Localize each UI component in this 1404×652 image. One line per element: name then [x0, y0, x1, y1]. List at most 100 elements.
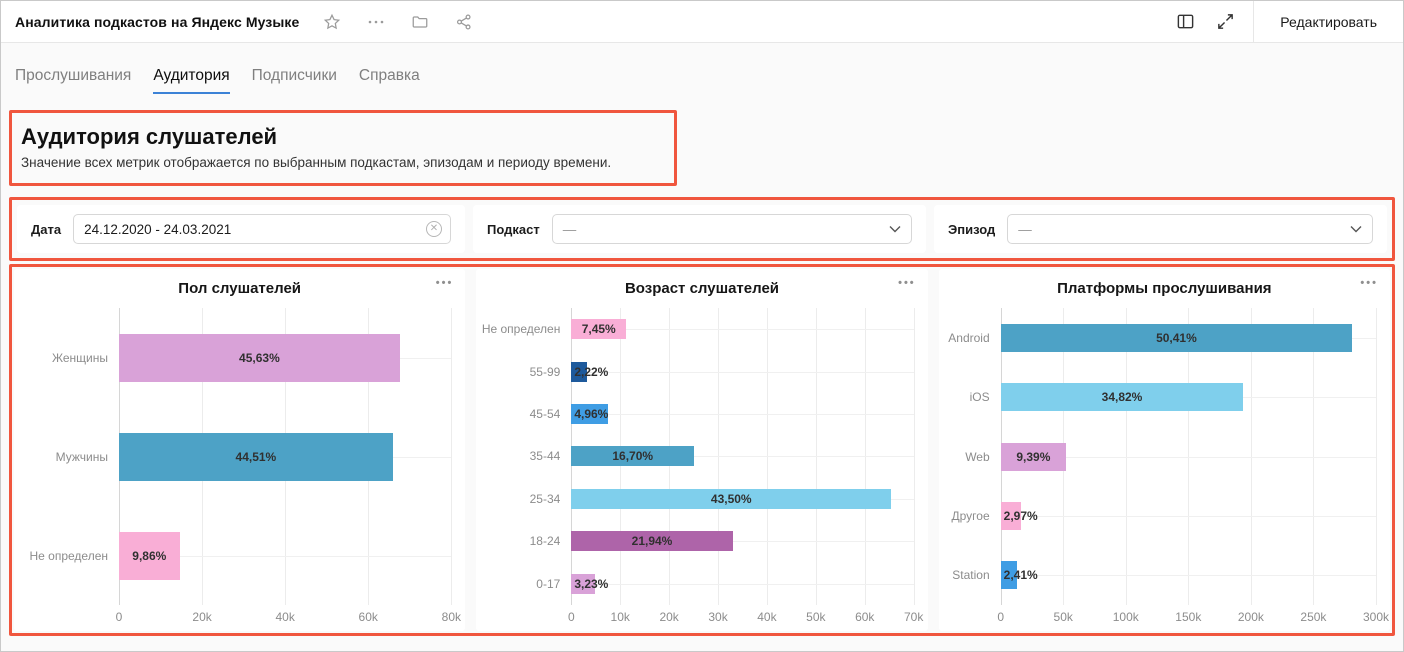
x-axis-tick: 50k — [1053, 610, 1073, 624]
bar[interactable]: 9,39% — [1000, 442, 1067, 471]
bar-row: Женщины 45,63% — [14, 308, 452, 407]
folder-icon[interactable] — [409, 11, 431, 33]
x-axis-tick: 150k — [1175, 610, 1202, 624]
bar[interactable]: 9,86% — [119, 531, 180, 580]
bar[interactable]: 16,70% — [571, 446, 695, 467]
divider — [1253, 0, 1255, 43]
chart-menu-ellipsis-icon[interactable]: ••• — [1360, 277, 1378, 289]
bar-value-label: 44,51% — [235, 449, 277, 464]
bar[interactable]: 4,96% — [571, 404, 608, 425]
x-axis-tick: 80k — [441, 610, 462, 624]
bar-row: Мужчины 44,51% — [14, 407, 452, 506]
x-axis-tick: 10k — [610, 610, 630, 624]
category-label: 55-99 — [529, 364, 561, 379]
x-axis: 0 50k 100k 150k 200k 250k 300k — [997, 605, 1389, 627]
bar-value-label: 45,63% — [239, 350, 280, 365]
gender-chart: Пол слушателей ••• Женщины 45,63% Мужчины 44,… — [14, 269, 466, 631]
gridline — [1250, 308, 1252, 605]
bar-value-label: 7,45% — [581, 322, 616, 337]
x-axis-tick: 40k — [275, 610, 295, 624]
ellipsis-icon[interactable] — [365, 11, 387, 33]
share-icon[interactable] — [453, 11, 475, 33]
bar-row: 0-17 3,23% — [476, 563, 914, 605]
episode-filter-label: Эпизод — [948, 221, 996, 237]
x-axis-tick: 70k — [903, 610, 924, 624]
category-label: Web — [965, 449, 990, 464]
bar[interactable]: 21,94% — [571, 531, 733, 552]
x-axis: 0 10k 20k 30k 40k 50k 60k 70k — [568, 605, 923, 627]
chevron-down-icon — [889, 225, 901, 233]
tab-help[interactable]: Справка — [358, 67, 420, 84]
x-axis-tick: 100k — [1112, 610, 1139, 624]
filters-annotation: Дата 24.12.2020 - 24.03.2021 ✕ Подкаст —… — [9, 197, 1395, 261]
row-gridline — [571, 583, 914, 585]
x-axis-tick: 20k — [192, 610, 212, 624]
bar-row: Web 9,39% — [939, 427, 1376, 486]
dashboard-title: Аналитика подкастов на Яндекс Музыке — [15, 13, 300, 30]
bar[interactable]: 34,82% — [1000, 383, 1244, 412]
podcast-select[interactable]: — — [551, 214, 912, 244]
x-axis-tick: 50k — [806, 610, 826, 624]
section-header-annotation: Аудитория слушателей Значение всех метри… — [9, 110, 677, 186]
chart-menu-ellipsis-icon[interactable]: ••• — [898, 277, 916, 289]
bar[interactable]: 7,45% — [571, 319, 627, 340]
bar[interactable]: 2,41% — [1000, 561, 1038, 590]
bar[interactable]: 45,63% — [119, 333, 400, 382]
bar-row: iOS 34,82% — [939, 367, 1376, 426]
clear-date-icon[interactable]: ✕ — [426, 221, 442, 237]
x-axis-tick: 0 — [997, 610, 1004, 624]
category-label: 45-54 — [529, 407, 561, 422]
fullscreen-icon[interactable] — [1214, 11, 1236, 33]
x-axis-tick: 300k — [1362, 610, 1389, 624]
episode-filter-card: Эпизод — — [934, 205, 1387, 253]
bar-value-label: 16,70% — [612, 449, 654, 464]
charts-annotation: Пол слушателей ••• Женщины 45,63% Мужчины 44,… — [9, 264, 1395, 636]
tab-listening[interactable]: Прослушивания — [15, 67, 132, 84]
top-bar: Аналитика подкастов на Яндекс Музыке Ред… — [1, 0, 1403, 43]
bar[interactable]: 2,97% — [1000, 501, 1038, 530]
row-gridline — [1000, 575, 1376, 577]
bar-row: Не определен 9,86% — [14, 506, 452, 605]
row-gridline — [571, 456, 914, 458]
date-filter-label: Дата — [31, 221, 62, 237]
bar-row: 18-24 21,94% — [476, 520, 914, 562]
chart-title: Пол слушателей — [178, 280, 302, 297]
category-label: Другое — [951, 508, 990, 523]
date-filter-card: Дата 24.12.2020 - 24.03.2021 ✕ — [17, 205, 465, 253]
x-axis-tick: 0 — [115, 610, 123, 624]
split-view-icon[interactable] — [1174, 11, 1196, 33]
bar-value-label: 34,82% — [1101, 390, 1143, 405]
bar-row: Android 50,41% — [939, 308, 1376, 367]
category-label: Мужчины — [55, 449, 108, 464]
bar[interactable]: 50,41% — [1000, 323, 1353, 352]
bar[interactable]: 3,23% — [571, 573, 608, 594]
category-label: Android — [948, 330, 990, 345]
bar[interactable]: 2,22% — [571, 361, 608, 382]
date-range-input[interactable]: 24.12.2020 - 24.03.2021 ✕ — [73, 214, 451, 244]
bar[interactable]: 44,51% — [119, 432, 393, 481]
episode-select[interactable]: — — [1007, 214, 1373, 244]
bar-value-label: 2,97% — [1003, 508, 1038, 523]
edit-button[interactable]: Редактировать — [1254, 1, 1403, 42]
bar-row: Station 2,41% — [939, 546, 1376, 605]
bar-row: 35-44 16,70% — [476, 435, 914, 477]
bar-value-label: 3,23% — [574, 576, 609, 591]
chart-menu-ellipsis-icon[interactable]: ••• — [435, 277, 454, 289]
gridline — [1313, 308, 1315, 605]
x-axis-tick: 200k — [1237, 610, 1264, 624]
gridline — [1125, 308, 1127, 605]
bar-value-label: 9,39% — [1016, 449, 1051, 464]
category-label: Женщины — [51, 350, 108, 365]
gridline — [913, 308, 915, 605]
tab-subscribers[interactable]: Подписчики — [251, 67, 337, 84]
row-gridline — [571, 329, 914, 331]
row-gridline — [571, 371, 914, 373]
gridline — [1375, 308, 1377, 605]
tab-audience[interactable]: Аудитория — [153, 67, 230, 94]
page-subtitle: Значение всех метрик отображается по выб… — [21, 155, 612, 170]
bar[interactable]: 43,50% — [571, 488, 892, 509]
bar-row: Другое 2,97% — [939, 486, 1376, 545]
category-label: 0-17 — [536, 576, 561, 591]
star-icon[interactable] — [321, 11, 343, 33]
chart-title: Платформы прослушивания — [1057, 280, 1272, 297]
